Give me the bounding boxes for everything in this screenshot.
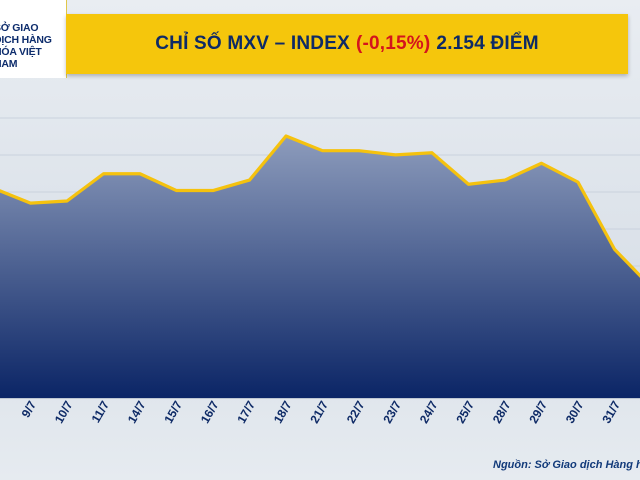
title-bar: CHỈ SỐ MXV – INDEX (-0,15%) 2.154 ĐIỂM [66,14,628,74]
x-tick-label: 30/7 [563,398,587,426]
index-line [0,134,640,278]
x-tick-label: 18/7 [271,398,295,426]
x-tick-label: 29/7 [526,398,550,426]
chart-title: CHỈ SỐ MXV – INDEX (-0,15%) 2.154 ĐIỂM [66,14,628,74]
x-tick-label: 16/7 [198,398,222,426]
x-tick-label: 17/7 [234,398,258,426]
x-tick-label: 14/7 [125,398,149,426]
x-tick-label: 25/7 [453,398,477,426]
logo-text: Sở Giao dịch Hàng hóa Việt Nam [0,22,52,70]
source-note: Nguồn: Sở Giao dịch Hàng hóa Việt Nam [493,459,640,471]
x-tick-label: 15/7 [161,398,185,426]
x-tick-label: 8/7 [0,398,3,420]
x-tick-label: 31/7 [599,398,623,426]
x-tick-label: 24/7 [417,398,441,426]
title-value: 2.154 ĐIỂM [436,33,539,54]
x-tick-label: 28/7 [490,398,514,426]
logo: Sở Giao dịch Hàng hóa Việt Nam [0,0,67,78]
x-tick-label: 23/7 [380,398,404,426]
title-change: (-0,15%) [355,33,431,54]
title-main: CHỈ SỐ MXV – INDEX [155,33,350,54]
area-fill [0,136,640,398]
x-tick-label: 21/7 [307,398,331,426]
x-tick-label: 10/7 [52,398,76,426]
x-tick-label: 11/7 [89,398,113,425]
x-tick-labels: 8/7 9/7 10/7 11/7 14/7 15/7 16/7 17/7 18/7 21/7 22… [0,398,640,426]
x-tick-label: 22/7 [344,398,368,426]
x-tick-label: 9/7 [19,398,40,420]
